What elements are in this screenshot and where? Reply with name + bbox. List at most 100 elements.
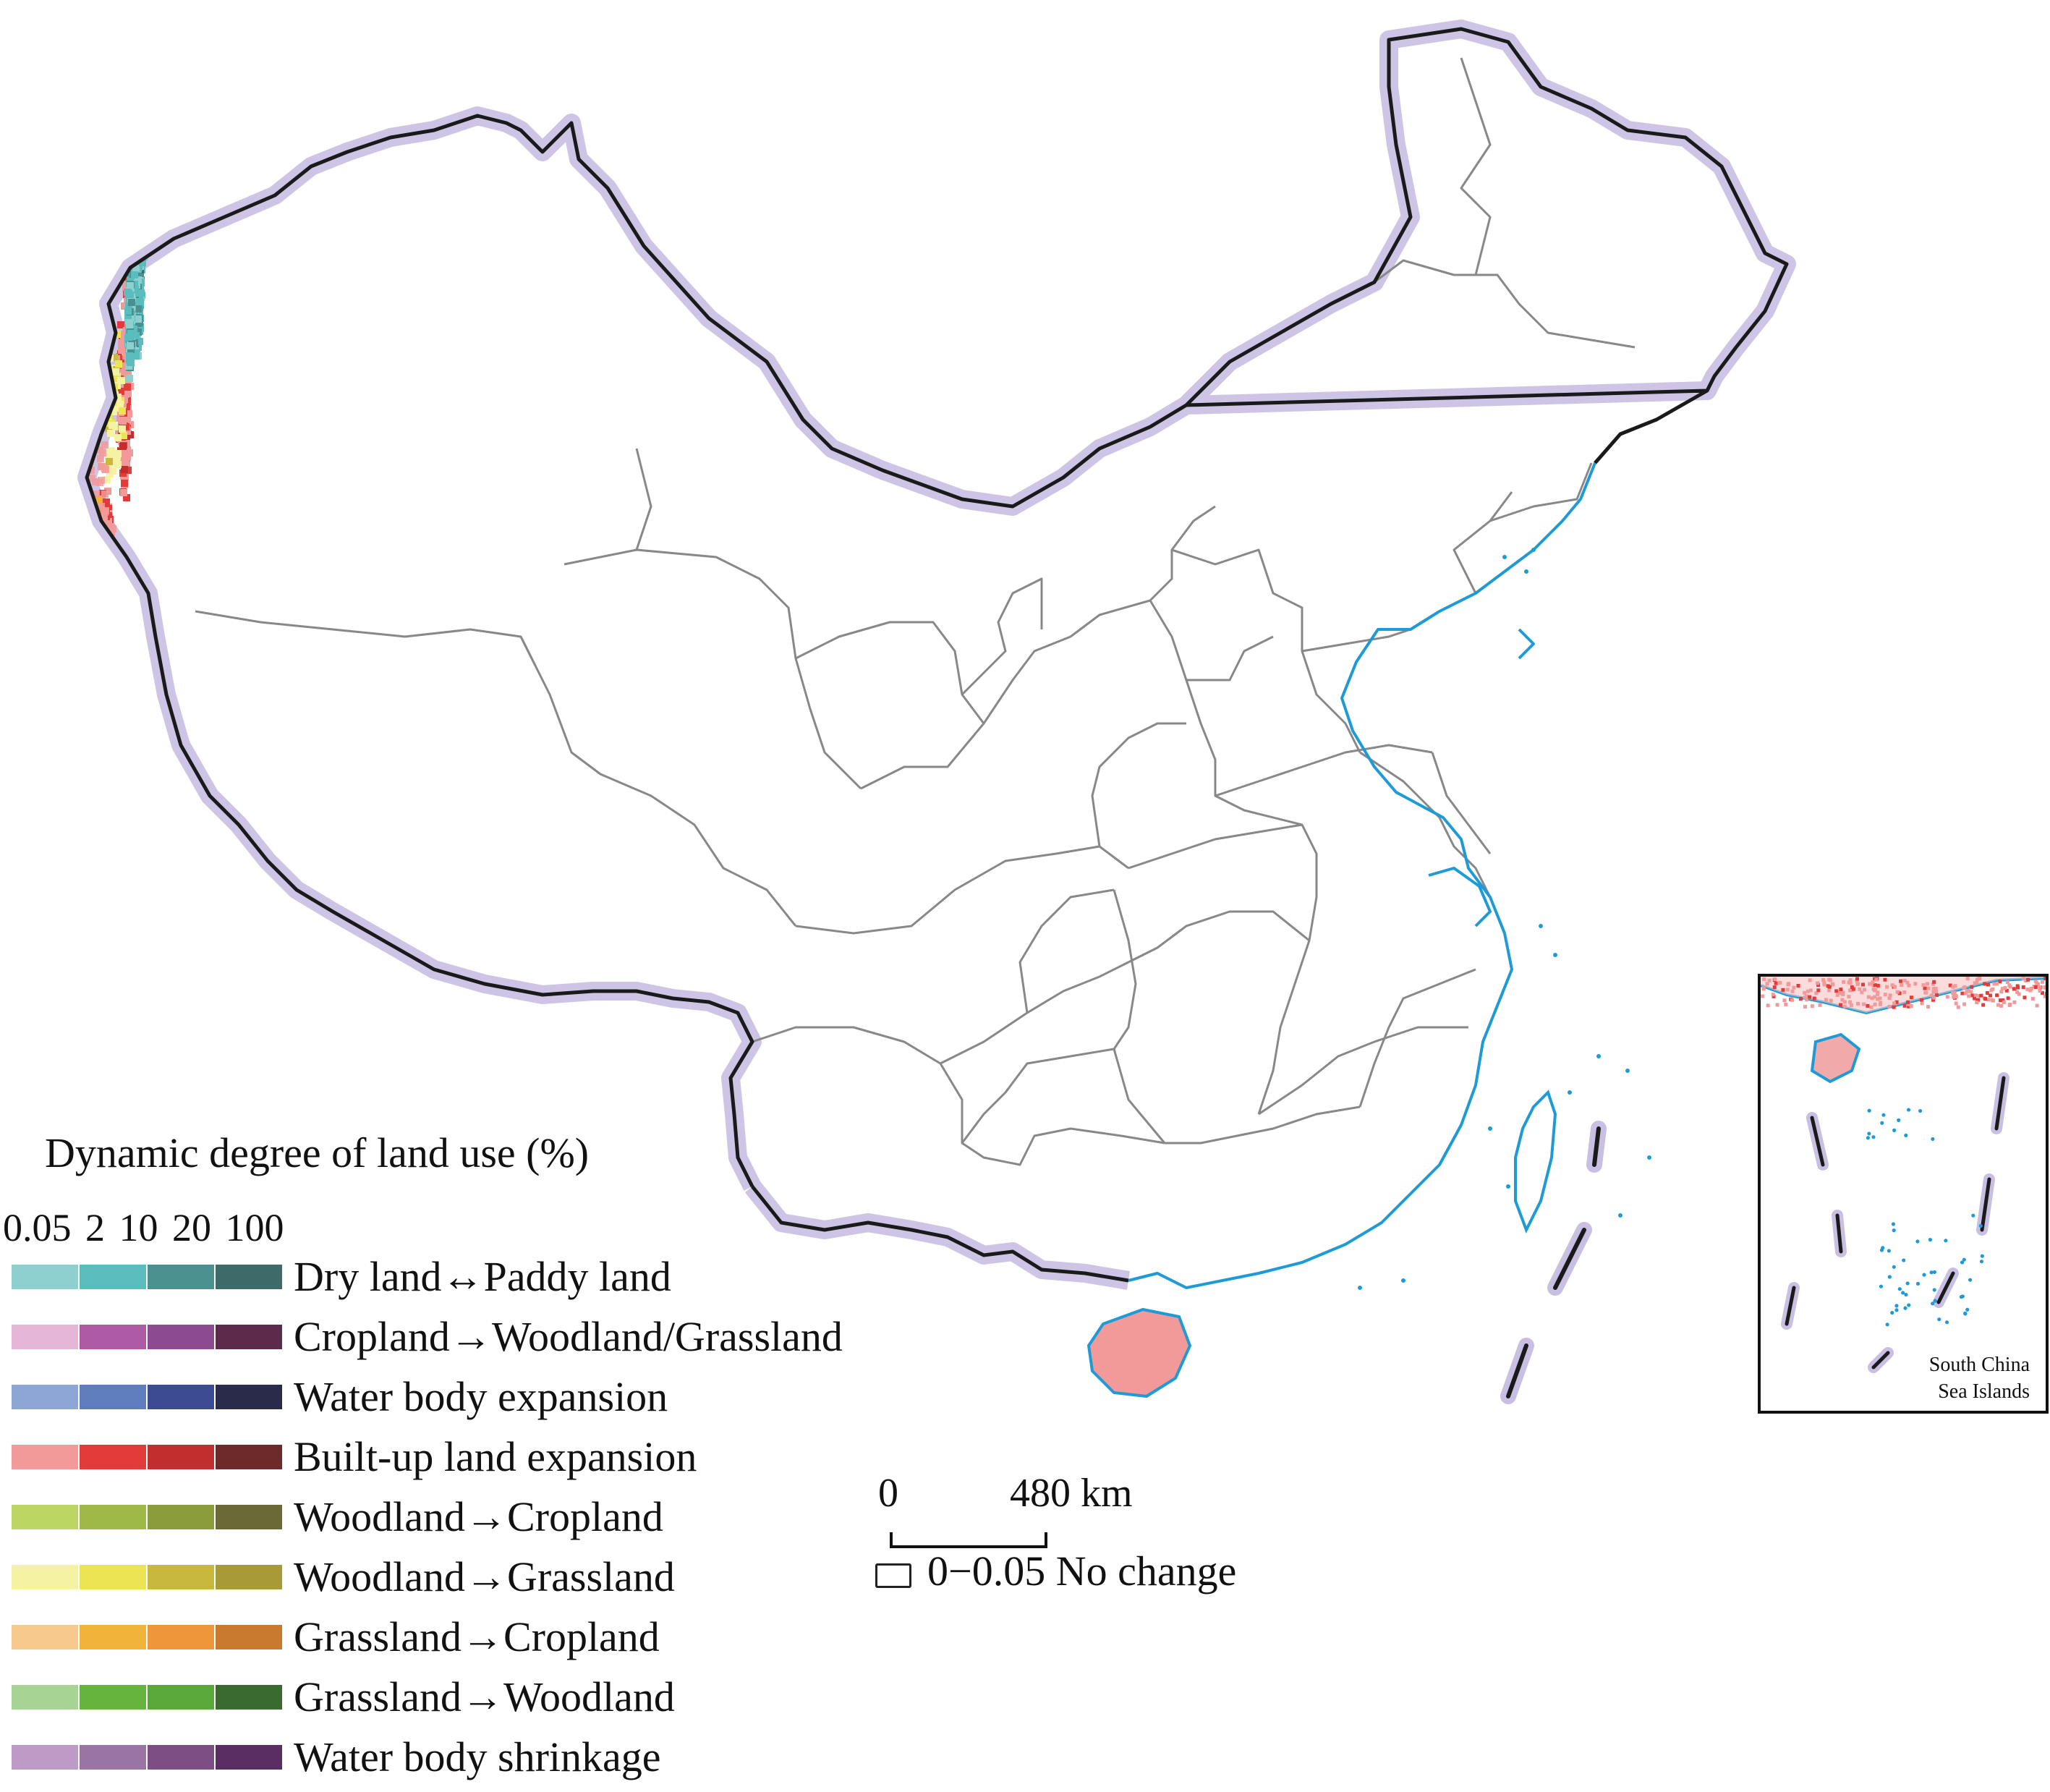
change-pixel [106,726,114,734]
change-pixel [101,945,108,952]
change-pixel [90,875,98,883]
change-pixel [118,718,125,726]
change-pixel [119,805,126,812]
change-pixel [111,685,118,692]
change-pixel [103,768,111,776]
change-pixel [106,797,113,804]
change-pixel [107,697,114,705]
change-pixel [106,771,114,778]
change-pixel [98,939,106,946]
change-pixel [98,709,105,716]
change-pixel [106,735,113,742]
change-pixel [111,879,119,886]
change-pixel [105,794,112,801]
change-pixel [97,799,104,807]
change-pixel [89,995,96,1003]
change-pixel [99,757,106,764]
change-pixel [111,820,118,828]
change-pixel [91,1008,98,1015]
change-pixel [103,1007,110,1014]
change-pixel [112,706,119,713]
change-pixel [104,705,111,713]
change-pixel [88,987,95,994]
change-pixel [105,715,112,723]
change-pixel [100,794,107,802]
change-pixel [96,1015,103,1022]
change-pixel [109,721,116,729]
change-pixel [99,1102,106,1109]
change-pixel [104,832,111,839]
change-pixel [114,721,122,728]
change-pixel [106,773,114,780]
change-pixel [101,1015,108,1022]
change-pixel [109,668,116,675]
change-pixel [104,960,111,967]
change-pixel [96,951,103,959]
change-pixel [101,1012,109,1019]
change-pixel [103,992,111,999]
change-pixel [95,906,103,914]
change-pixel [96,972,103,979]
change-pixel [103,761,110,768]
change-pixel [93,852,101,859]
change-pixel [110,705,117,712]
change-pixel [108,720,115,727]
change-pixel [111,831,118,838]
change-pixel [102,1045,109,1052]
change-pixel [96,1095,103,1103]
change-pixel [95,1025,102,1032]
change-pixel [101,827,108,834]
change-pixel [98,978,106,985]
change-pixel [87,1005,92,1012]
change-pixel [95,977,103,985]
change-pixel [102,833,109,840]
change-pixel [102,672,109,679]
change-pixel [108,1029,115,1037]
change-pixel [109,757,116,764]
change-pixel [111,732,118,739]
change-pixel [88,896,95,903]
change-pixel [92,864,99,871]
change-pixel [116,672,123,679]
change-pixel [101,827,108,834]
change-pixel [104,733,111,740]
change-pixel [108,806,115,813]
change-pixel [99,919,106,926]
change-pixel [97,961,104,969]
change-pixel [109,736,116,744]
change-pixel [103,859,110,866]
change-pixel [109,1010,116,1017]
change-pixel [110,767,117,774]
change-pixel [106,755,114,763]
change-pixel [90,933,98,940]
change-pixel [98,956,106,963]
change-pixel [106,837,113,844]
change-pixel [101,667,108,674]
change-pixel [105,951,112,959]
change-pixel [109,799,116,807]
change-pixel [106,967,113,974]
change-pixel [99,653,106,660]
change-pixel [104,698,111,705]
change-pixel [106,760,113,767]
change-pixel [98,1047,106,1054]
change-pixel [103,704,111,711]
change-pixel [107,697,114,704]
change-pixel [96,1005,103,1012]
change-pixel [106,667,114,674]
change-pixel [88,899,95,906]
change-pixel [99,676,106,683]
change-pixel [94,1019,101,1027]
change-pixel [89,914,96,922]
change-pixel [115,705,122,713]
change-pixel [97,998,104,1006]
change-pixel [96,973,103,980]
change-pixel [95,1070,102,1077]
change-pixel [106,731,114,739]
change-pixel [99,906,106,914]
change-pixel [104,886,111,893]
change-pixel [102,634,109,642]
change-pixel [106,718,114,725]
change-pixel [88,969,95,977]
change-pixel [99,951,106,959]
